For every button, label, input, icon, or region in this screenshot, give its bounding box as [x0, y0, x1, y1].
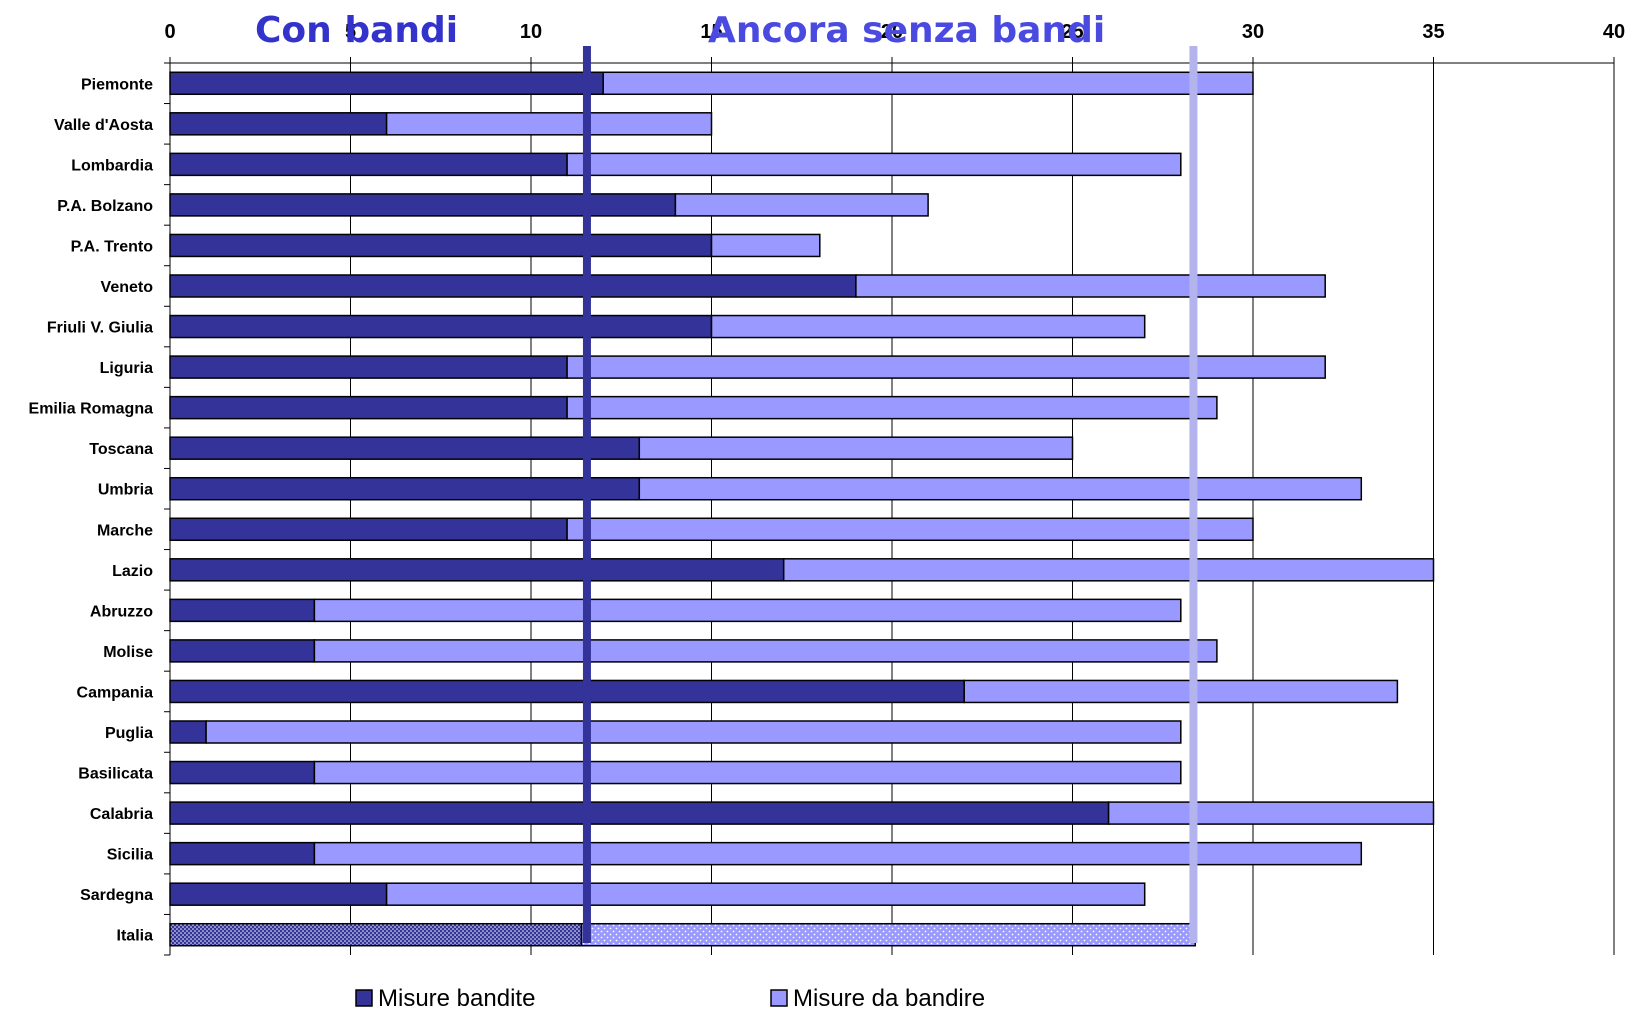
legend: Misure bandite Misure da bandire	[355, 985, 985, 1012]
bar-misure-bandite	[169, 882, 388, 906]
x-tick-label: 10	[520, 21, 542, 43]
bar-misure-da-bandire	[566, 152, 1182, 177]
category-label: Emilia Romagna	[29, 401, 154, 418]
bar-misure-bandite	[169, 558, 785, 582]
category-label: Calabria	[90, 806, 153, 823]
category-label: Liguria	[100, 360, 153, 377]
bar-misure-bandite	[169, 193, 677, 217]
bar-misure-bandite	[169, 801, 1110, 825]
bar-misure-bandite	[169, 760, 316, 785]
category-label: Campania	[77, 684, 154, 701]
x-tick-label: 0	[164, 21, 175, 43]
bar-misure-bandite	[169, 598, 316, 623]
x-tick-label: 15	[700, 21, 722, 43]
labels: 0 5 10 15 20 25 30 35 40 Piemonte Valle d'Aosta Lom…	[29, 10, 1626, 945]
x-tick-label: 30	[1242, 21, 1264, 43]
category-label: Veneto	[101, 279, 154, 296]
bar-misure-bandite	[169, 274, 857, 298]
legend-label: Misure bandite	[378, 985, 535, 1008]
bar-misure-da-bandire	[205, 720, 1182, 744]
category-label: Toscana	[89, 441, 153, 458]
category-label: Italia	[117, 928, 154, 945]
bar-misure-bandite	[169, 841, 316, 866]
bar-misure-bandite	[169, 720, 207, 744]
bar-misure-bandite	[169, 355, 568, 379]
category-label: P.A. Trento	[71, 238, 154, 255]
category-label: Valle d'Aosta	[54, 117, 153, 134]
reference-lines	[582, 46, 1198, 943]
bar-misure-da-bandire	[313, 760, 1182, 785]
bar-misure-da-bandire	[782, 558, 1435, 582]
bar-misure-bandite	[169, 152, 568, 177]
bar-misure-da-bandire	[638, 476, 1363, 501]
bar-misure-da-bandire	[580, 922, 1196, 947]
category-label: Basilicata	[78, 766, 153, 783]
category-label: Umbria	[98, 482, 153, 499]
category-label: Lombardia	[71, 157, 153, 174]
category-label: Friuli V. Giulia	[47, 320, 153, 337]
bars	[169, 71, 1435, 947]
x-tick-label: 5	[345, 21, 356, 43]
bar-misure-da-bandire	[710, 233, 821, 258]
bar-misure-da-bandire	[566, 395, 1218, 420]
bar-misure-bandite	[169, 314, 713, 339]
bar-misure-bandite	[169, 517, 568, 542]
annotation-con-bandi: Con bandi	[255, 10, 458, 51]
bar-misure-da-bandire	[566, 355, 1326, 379]
legend-swatch	[770, 989, 788, 1007]
x-tick-label: 40	[1603, 21, 1625, 43]
category-label: Piemonte	[81, 76, 153, 93]
category-label: Puglia	[105, 725, 153, 742]
bar-misure-bandite	[169, 233, 713, 258]
category-label: Molise	[103, 644, 153, 661]
category-label: P.A. Bolzano	[57, 198, 153, 215]
bar-misure-bandite	[169, 395, 568, 420]
bar-misure-da-bandire	[385, 112, 713, 136]
bar-misure-da-bandire	[963, 679, 1399, 704]
bar-misure-da-bandire	[1107, 801, 1435, 825]
bar-misure-da-bandire	[710, 314, 1146, 339]
bar-misure-da-bandire	[313, 598, 1182, 623]
bar-misure-da-bandire	[602, 71, 1254, 96]
legend-label: Misure da bandire	[793, 985, 985, 1008]
category-label: Sardegna	[80, 887, 153, 904]
bar-misure-bandite	[169, 476, 641, 501]
legend-swatch	[355, 989, 373, 1007]
category-label: Sicilia	[107, 847, 153, 864]
category-label: Marche	[97, 522, 153, 539]
annotation-senza-bandi: Ancora senza bandi	[708, 10, 1105, 51]
bar-misure-da-bandire	[313, 841, 1363, 866]
bar-misure-bandite	[169, 112, 388, 136]
bar-misure-da-bandire	[385, 882, 1146, 906]
category-label: Abruzzo	[90, 603, 153, 620]
x-tick-label: 20	[881, 21, 903, 43]
bar-misure-bandite	[169, 71, 604, 96]
bar-misure-bandite	[169, 679, 965, 704]
bar-misure-bandite	[169, 639, 316, 663]
bar-misure-da-bandire	[566, 517, 1254, 542]
bar-misure-da-bandire	[674, 193, 929, 217]
bar-misure-da-bandire	[855, 274, 1326, 298]
bar-misure-bandite	[169, 922, 583, 947]
x-tick-label: 25	[1061, 21, 1083, 43]
bar-misure-bandite	[169, 436, 641, 460]
category-label: Lazio	[112, 563, 153, 580]
bar-misure-da-bandire	[313, 639, 1218, 663]
bar-misure-da-bandire	[638, 436, 1074, 460]
x-tick-label: 35	[1422, 21, 1444, 43]
